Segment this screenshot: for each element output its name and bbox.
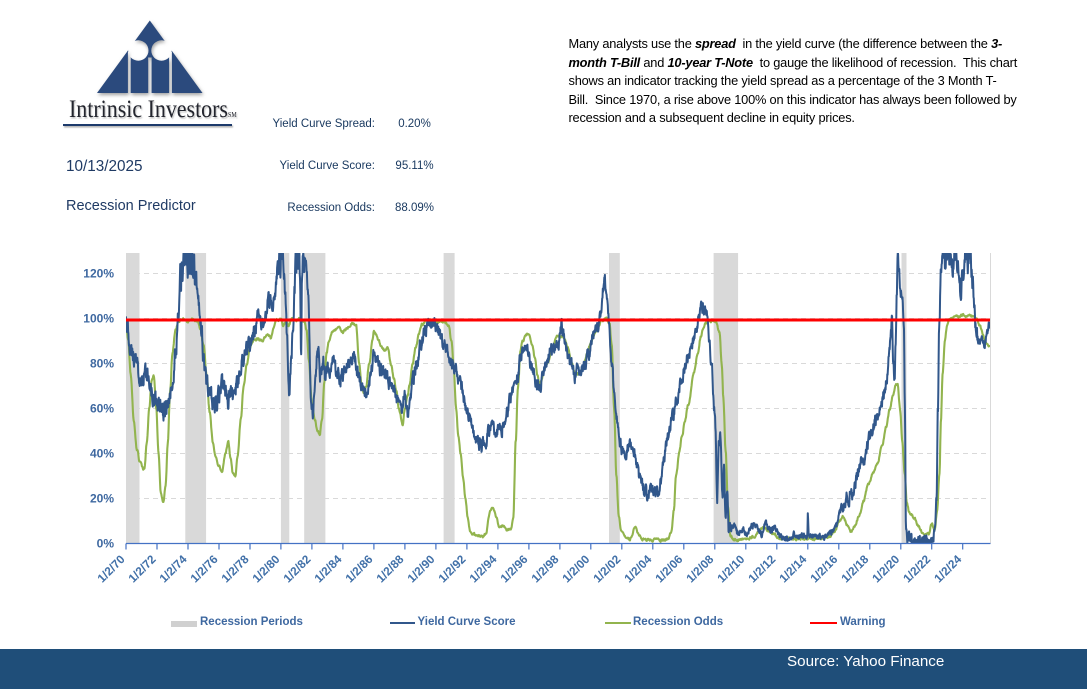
- svg-text:1/2/94: 1/2/94: [466, 552, 499, 585]
- svg-text:1/2/78: 1/2/78: [219, 552, 252, 585]
- svg-text:1/2/92: 1/2/92: [435, 552, 468, 585]
- svg-text:60%: 60%: [90, 402, 114, 416]
- svg-text:1/2/10: 1/2/10: [714, 552, 747, 585]
- svg-text:1/2/98: 1/2/98: [528, 552, 561, 585]
- svg-text:20%: 20%: [90, 492, 114, 506]
- svg-text:1/2/02: 1/2/02: [590, 552, 623, 585]
- svg-text:1/2/74: 1/2/74: [157, 552, 190, 585]
- svg-text:1/2/86: 1/2/86: [342, 552, 375, 585]
- svg-text:1/2/76: 1/2/76: [188, 552, 221, 585]
- svg-text:1/2/14: 1/2/14: [776, 552, 809, 585]
- svg-text:1/2/08: 1/2/08: [683, 552, 716, 585]
- svg-text:1/2/06: 1/2/06: [652, 552, 685, 585]
- svg-text:1/2/90: 1/2/90: [404, 552, 437, 585]
- svg-text:1/2/82: 1/2/82: [280, 552, 313, 585]
- svg-text:1/2/16: 1/2/16: [807, 552, 840, 585]
- svg-text:1/2/12: 1/2/12: [745, 552, 778, 585]
- svg-text:80%: 80%: [90, 357, 114, 371]
- svg-text:40%: 40%: [90, 447, 114, 461]
- svg-text:1/2/04: 1/2/04: [621, 552, 654, 585]
- svg-text:1/2/88: 1/2/88: [373, 552, 406, 585]
- svg-text:1/2/96: 1/2/96: [497, 552, 530, 585]
- svg-text:1/2/24: 1/2/24: [931, 552, 964, 585]
- svg-text:1/2/18: 1/2/18: [838, 552, 871, 585]
- svg-text:1/2/00: 1/2/00: [559, 552, 592, 585]
- svg-text:1/2/70: 1/2/70: [95, 552, 128, 585]
- svg-text:0%: 0%: [97, 537, 115, 551]
- svg-text:1/2/72: 1/2/72: [126, 552, 159, 585]
- svg-text:1/2/20: 1/2/20: [869, 552, 902, 585]
- svg-text:100%: 100%: [83, 312, 114, 326]
- svg-text:1/2/84: 1/2/84: [311, 552, 344, 585]
- svg-text:120%: 120%: [83, 267, 114, 281]
- svg-text:1/2/80: 1/2/80: [249, 552, 282, 585]
- svg-text:1/2/22: 1/2/22: [900, 552, 933, 585]
